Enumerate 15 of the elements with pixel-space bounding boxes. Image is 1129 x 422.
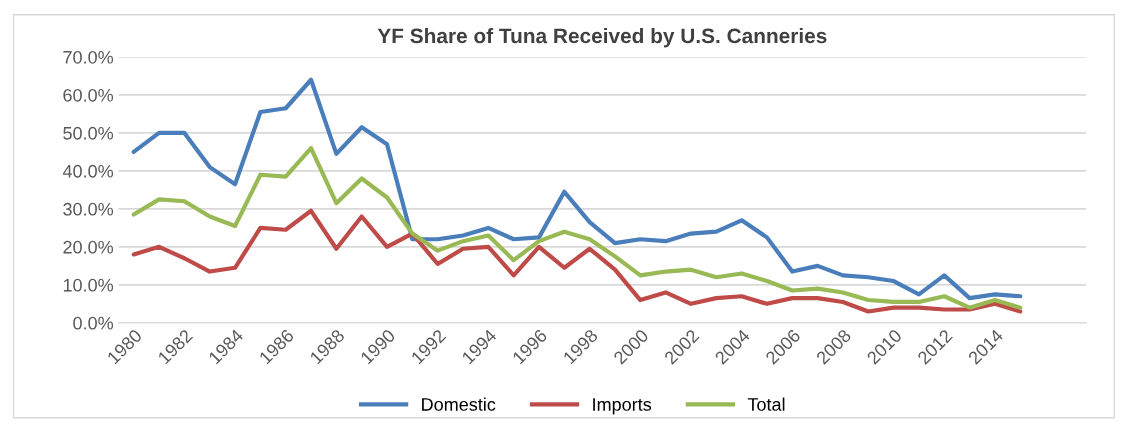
- line-series: [131, 208, 1023, 314]
- legend-label: Total: [747, 397, 785, 411]
- legend-label: Domestic: [422, 397, 496, 411]
- y-tick-label: 40.0%: [62, 164, 114, 178]
- line-series: [131, 77, 1023, 301]
- y-tick-label: 50.0%: [63, 126, 114, 140]
- legend-label: Imports: [593, 398, 652, 415]
- y-tick-label: 0.0%: [73, 316, 114, 330]
- y-tick-label: 10.0%: [63, 278, 114, 292]
- chart-title: YF Share of Tuna Received by U.S. Canneries: [377, 27, 827, 48]
- line-series: [131, 146, 1023, 310]
- y-tick-label: 70.0%: [63, 50, 114, 64]
- y-tick-label: 20.0%: [63, 240, 114, 254]
- y-tick-label: 30.0%: [63, 202, 114, 216]
- y-tick-label: 60.0%: [63, 88, 114, 102]
